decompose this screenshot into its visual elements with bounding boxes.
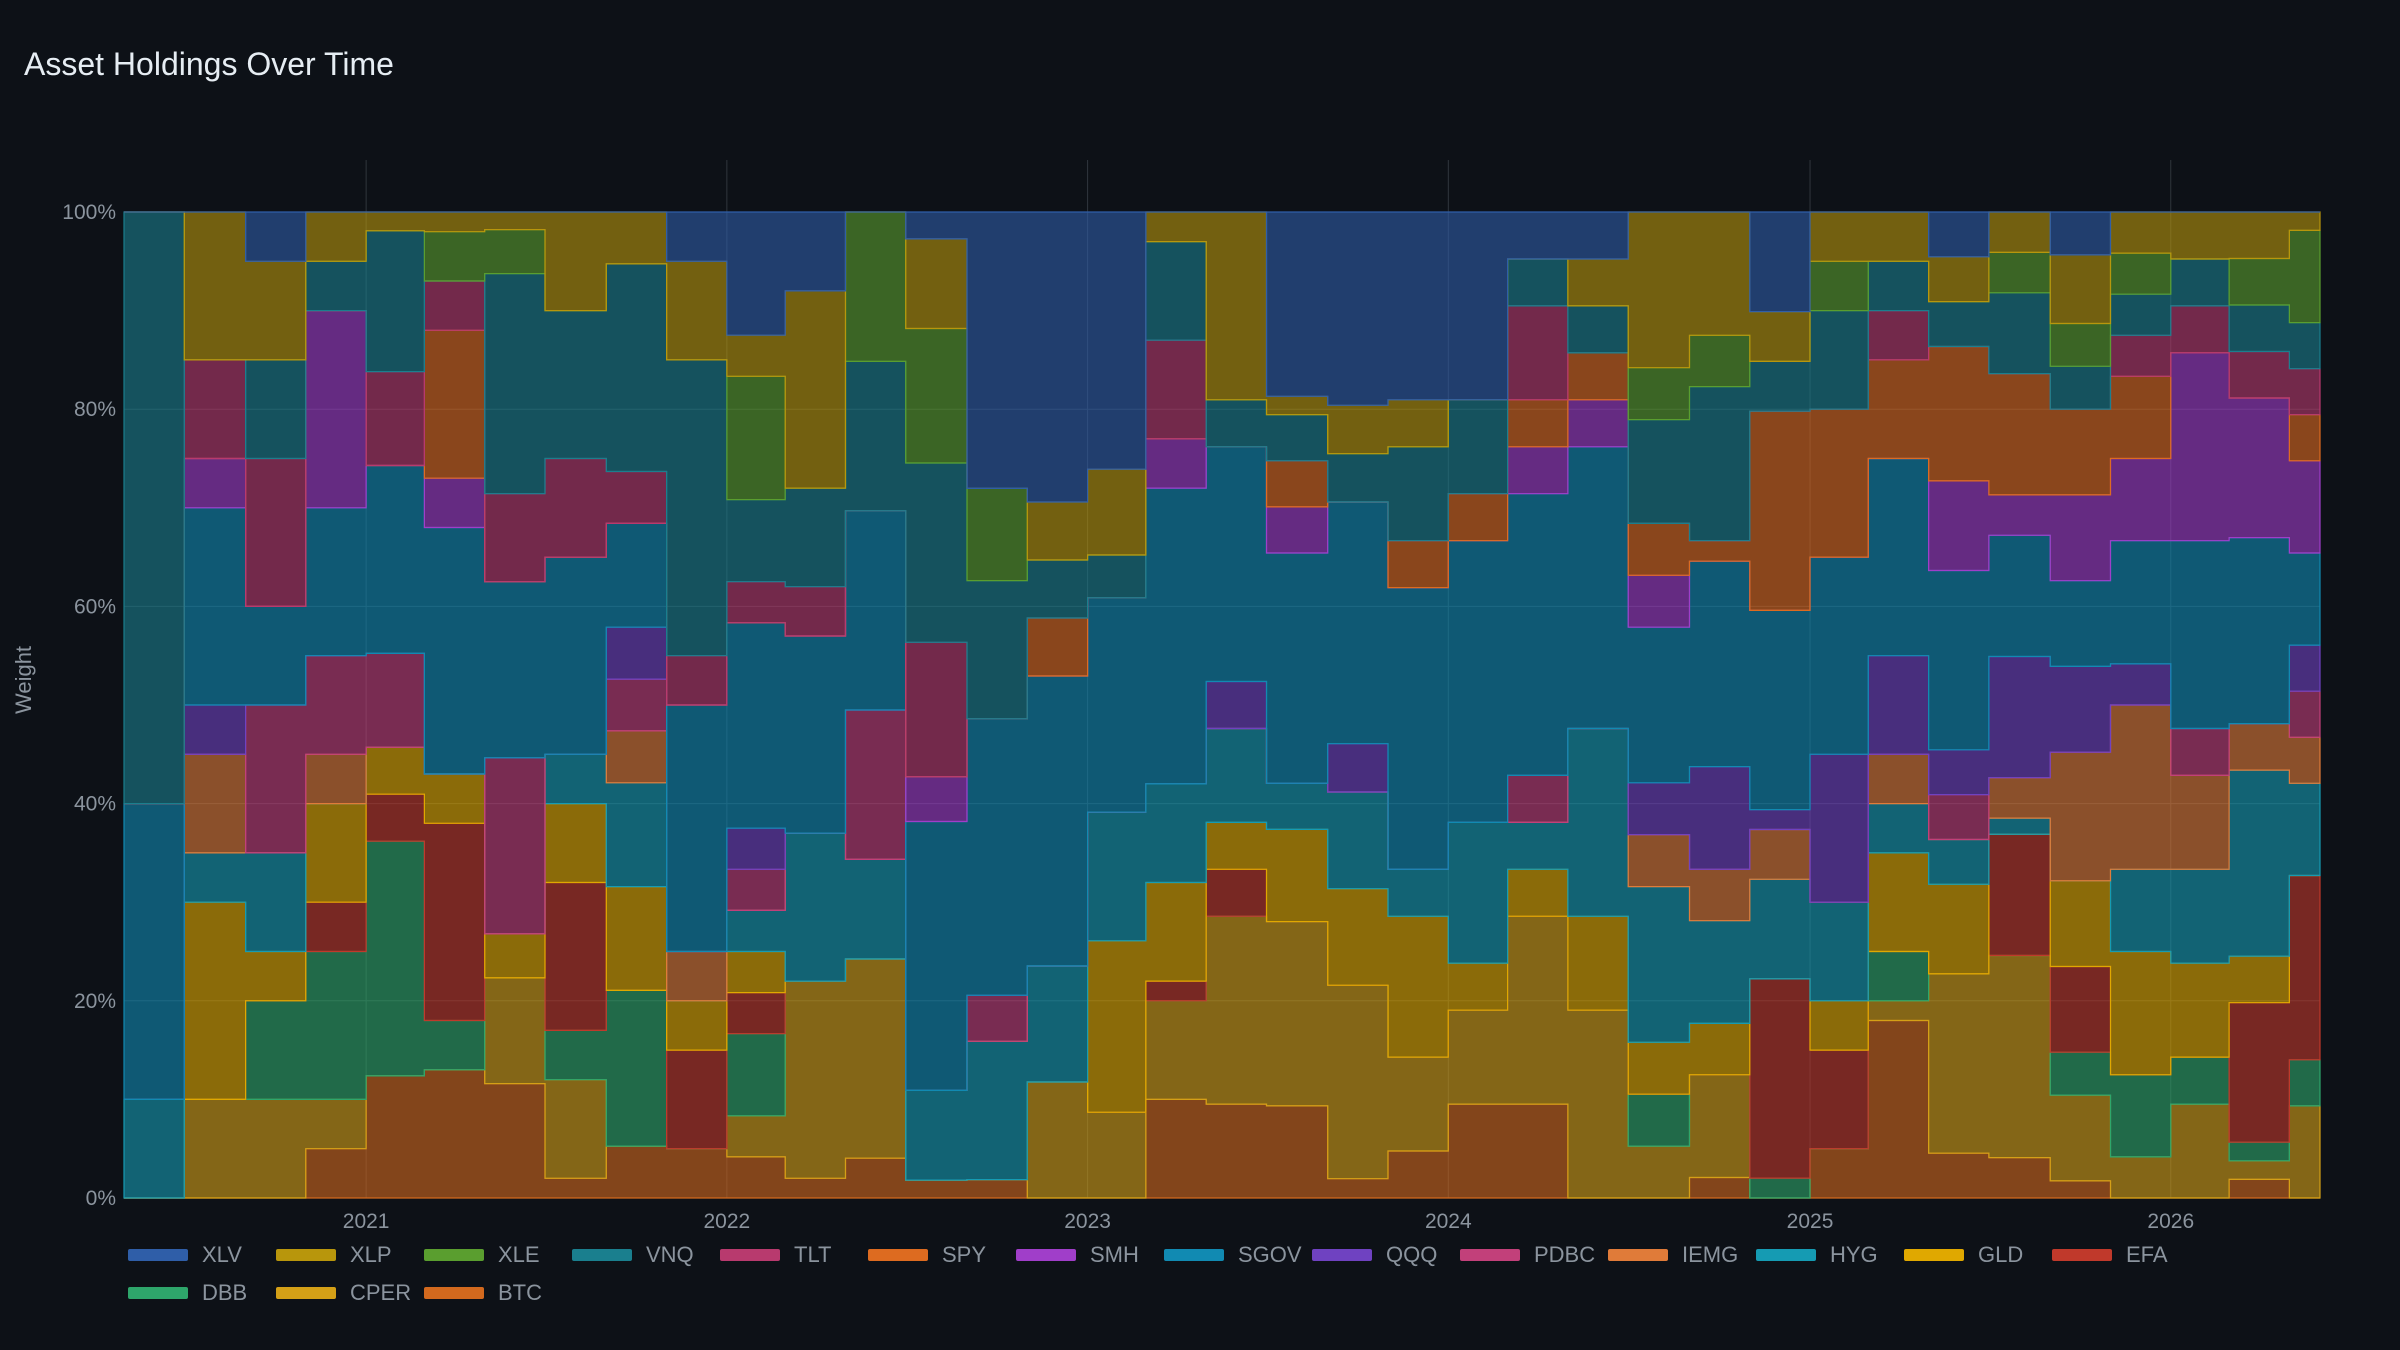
legend-swatch — [1312, 1249, 1372, 1261]
area-series[interactable] — [123, 211, 2321, 1199]
legend-swatch — [1460, 1249, 1520, 1261]
y-tick-label: 40% — [74, 793, 116, 816]
legend-swatch — [720, 1249, 780, 1261]
legend-swatch — [1164, 1249, 1224, 1261]
legend-label: XLV — [202, 1242, 242, 1267]
legend-label: HYG — [1830, 1242, 1878, 1267]
legend-swatch — [276, 1249, 336, 1261]
legend-item-qqq[interactable]: QQQ — [1312, 1240, 1437, 1270]
legend-item-dbb[interactable]: DBB — [128, 1278, 247, 1308]
legend-label: BTC — [498, 1280, 542, 1305]
legend-swatch — [2052, 1249, 2112, 1261]
x-tick-label: 2022 — [704, 1210, 751, 1233]
legend-label: XLP — [350, 1242, 392, 1267]
legend-swatch — [276, 1287, 336, 1299]
legend-item-spy[interactable]: SPY — [868, 1240, 986, 1270]
legend-item-cper[interactable]: CPER — [276, 1278, 411, 1308]
y-axis-label: Weight — [11, 646, 36, 714]
x-tick-label: 2023 — [1064, 1210, 1111, 1233]
legend-item-hyg[interactable]: HYG — [1756, 1240, 1878, 1270]
x-tick-label: 2024 — [1425, 1210, 1472, 1233]
y-axis-ticks: 0% 20% 40% 60% 80% 100% — [62, 201, 116, 1210]
legend-item-xle[interactable]: XLE — [424, 1240, 540, 1270]
legend-swatch — [128, 1249, 188, 1261]
y-tick-label: 100% — [62, 201, 116, 224]
legend-swatch — [868, 1249, 928, 1261]
series-area-xlv[interactable] — [124, 211, 2320, 503]
legend-label: SGOV — [1238, 1242, 1302, 1267]
legend-label: PDBC — [1534, 1242, 1596, 1267]
legend-label: GLD — [1978, 1242, 2024, 1267]
legend-swatch — [1756, 1249, 1816, 1261]
legend-swatch — [128, 1287, 188, 1299]
legend-label: VNQ — [646, 1242, 694, 1267]
legend-label: SMH — [1090, 1242, 1139, 1267]
x-tick-label: 2021 — [343, 1210, 390, 1233]
legend-item-smh[interactable]: SMH — [1016, 1240, 1139, 1270]
chart-title: Asset Holdings Over Time — [24, 46, 394, 82]
y-tick-label: 20% — [74, 990, 116, 1013]
y-tick-label: 60% — [74, 595, 116, 618]
x-tick-label: 2025 — [1787, 1210, 1834, 1233]
legend-item-pdbc[interactable]: PDBC — [1460, 1240, 1595, 1270]
legend-label: IEMG — [1682, 1242, 1739, 1267]
legend-swatch — [1608, 1249, 1668, 1261]
legend-item-tlt[interactable]: TLT — [720, 1240, 831, 1270]
legend-item-iemg[interactable]: IEMG — [1608, 1240, 1738, 1270]
legend-swatch — [572, 1249, 632, 1261]
legend-swatch — [1016, 1249, 1076, 1261]
legend-item-xlp[interactable]: XLP — [276, 1240, 392, 1270]
y-tick-label: 80% — [74, 398, 116, 421]
legend-label: EFA — [2126, 1242, 2168, 1267]
legend-item-btc[interactable]: BTC — [424, 1278, 542, 1308]
legend-label: QQQ — [1386, 1242, 1438, 1267]
legend-label: CPER — [350, 1280, 412, 1305]
legend-swatch — [1904, 1249, 1964, 1261]
y-tick-label: 0% — [86, 1187, 116, 1210]
legend-label: TLT — [794, 1242, 832, 1267]
legend-swatch — [424, 1287, 484, 1299]
legend-swatch — [424, 1249, 484, 1261]
legend-label: SPY — [942, 1242, 987, 1267]
legend-label: XLE — [498, 1242, 540, 1267]
x-axis-ticks: 2021 2022 2023 2024 2025 2026 — [343, 1210, 2194, 1233]
legend-item-xlv[interactable]: XLV — [128, 1240, 242, 1270]
legend-item-efa[interactable]: EFA — [2052, 1240, 2168, 1270]
x-tick-label: 2026 — [2147, 1210, 2194, 1233]
legend-item-sgov[interactable]: SGOV — [1164, 1240, 1302, 1270]
legend-item-vnq[interactable]: VNQ — [572, 1240, 694, 1270]
legend-label: DBB — [202, 1280, 248, 1305]
legend-item-gld[interactable]: GLD — [1904, 1240, 2023, 1270]
